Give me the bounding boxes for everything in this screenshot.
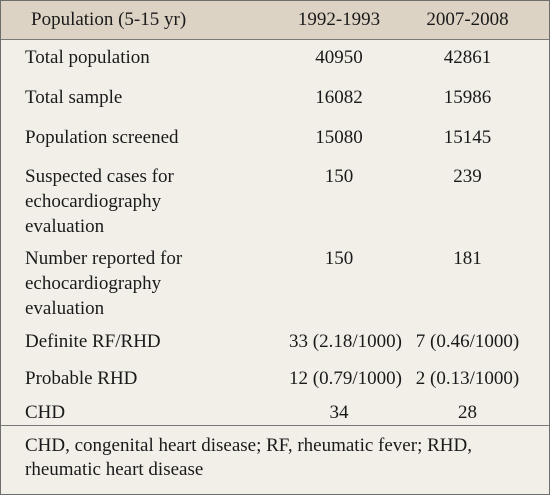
row-value-2007: 15986 (443, 87, 492, 108)
footnote-text: CHD, congenital heart disease; RF, rheum… (25, 435, 472, 480)
row-label: Definite RF/RHD (25, 331, 161, 352)
header-1992-1993: 1992-1993 (297, 9, 381, 30)
row-value-1992: 15080 (315, 127, 363, 148)
row-value-2007: 2 (0.13/1000) (415, 368, 520, 389)
row-value-1992: 34 (329, 402, 349, 423)
row-value-2007: 15145 (443, 127, 492, 148)
row-value-2007: 239 (453, 166, 482, 187)
row-label: Suspected cases for echocardiography eva… (25, 166, 174, 237)
table-header: Population (5-15 yr) 1992-1993 2007-2008 (1, 1, 549, 40)
row-value-1992: 33 (2.18/1000) (289, 331, 402, 352)
row-value-1992: 150 (324, 166, 354, 187)
row-label: Number reported for echocardiography eva… (25, 248, 183, 319)
header-population: Population (5-15 yr) (31, 9, 187, 30)
row-label: Population screened (25, 127, 179, 148)
row-value-1992: 40950 (315, 47, 363, 68)
row-value-1992: 150 (324, 248, 354, 269)
table-footnote: CHD, congenital heart disease; RF, rheum… (1, 425, 549, 495)
row-value-1992: 16082 (315, 87, 363, 108)
header-2007-2008: 2007-2008 (426, 9, 509, 30)
row-label: CHD (25, 402, 66, 423)
row-value-1992: 12 (0.79/1000) (289, 368, 402, 389)
row-label: Total sample (25, 87, 123, 108)
row-value-2007: 28 (458, 402, 477, 423)
row-label: Probable RHD (25, 368, 138, 389)
row-value-2007: 42861 (443, 47, 492, 68)
row-value-2007: 7 (0.46/1000) (415, 331, 520, 352)
row-value-2007: 181 (453, 248, 482, 269)
row-label: Total population (25, 47, 150, 68)
